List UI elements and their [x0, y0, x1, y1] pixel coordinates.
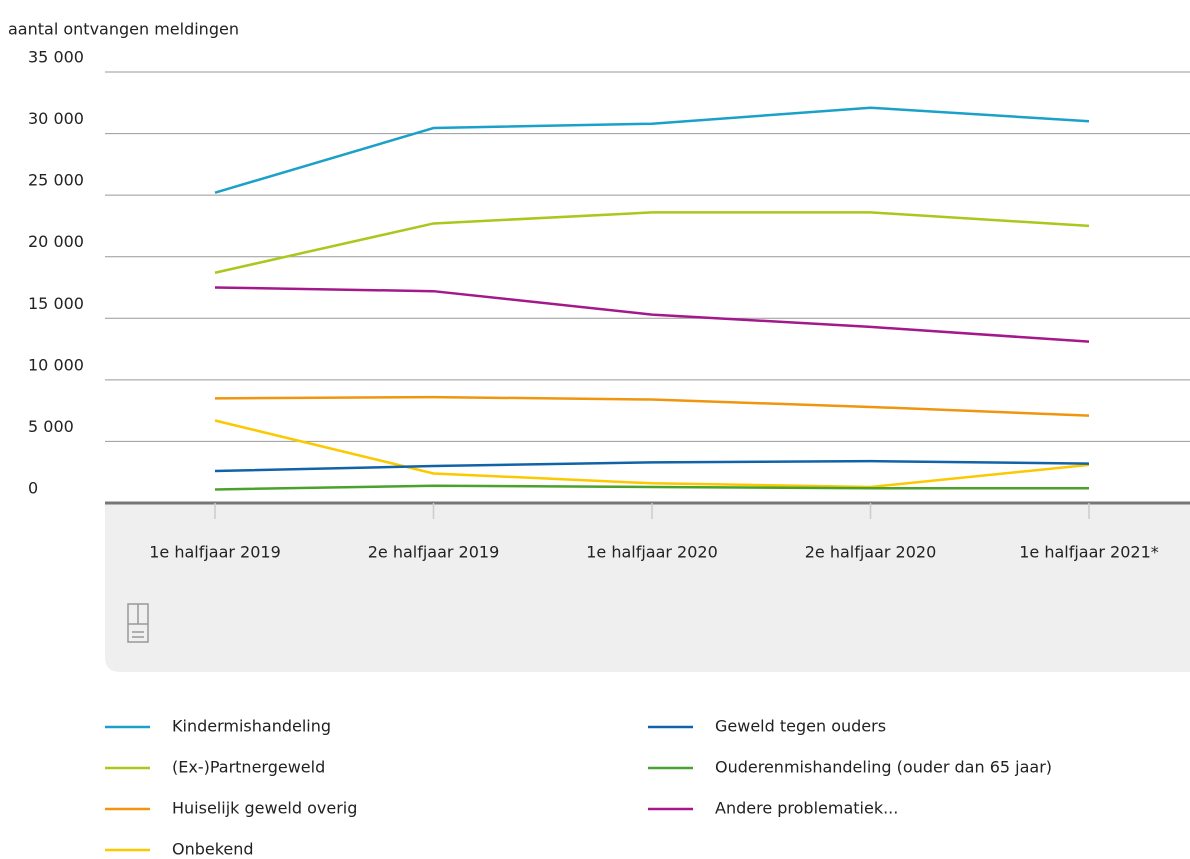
series-line	[214, 211, 1090, 274]
axis-panel	[105, 503, 1190, 672]
series-line	[214, 419, 1090, 489]
legend-label: Geweld tegen ouders	[715, 717, 886, 736]
legend-label: Kindermishandeling	[172, 717, 331, 736]
series-line	[214, 286, 1090, 343]
series-line	[214, 395, 1090, 417]
y-tick-label: 30 000	[28, 109, 84, 128]
series-line	[214, 484, 1089, 491]
x-tick-label: 1e halfjaar 2019	[149, 543, 281, 562]
y-tick-label: 5 000	[28, 417, 74, 436]
x-tick-label: 1e halfjaar 2020	[586, 543, 718, 562]
legend-label: (Ex-)Partnergeweld	[172, 758, 325, 777]
series-line	[214, 106, 1090, 194]
x-tick-label: 2e halfjaar 2020	[805, 543, 937, 562]
series-line	[214, 459, 1090, 473]
y-tick-label: 20 000	[28, 232, 84, 251]
y-tick-label: 35 000	[28, 48, 84, 67]
legend-label: Onbekend	[172, 840, 254, 859]
y-tick-label: 25 000	[28, 171, 84, 190]
legend-label: Ouderenmishandeling (ouder dan 65 jaar)	[715, 758, 1052, 777]
y-tick-label: 15 000	[28, 294, 84, 313]
x-tick-label: 1e halfjaar 2021*	[1019, 543, 1159, 562]
y-tick-label: 0	[28, 479, 38, 498]
y-tick-label: 10 000	[28, 355, 84, 374]
legend-label: Andere problematiek...	[715, 799, 898, 818]
legend-label: Huiselijk geweld overig	[172, 799, 357, 818]
x-tick-label: 2e halfjaar 2019	[368, 543, 500, 562]
chart-title: aantal ontvangen meldingen	[8, 20, 239, 39]
logo	[127, 603, 149, 643]
